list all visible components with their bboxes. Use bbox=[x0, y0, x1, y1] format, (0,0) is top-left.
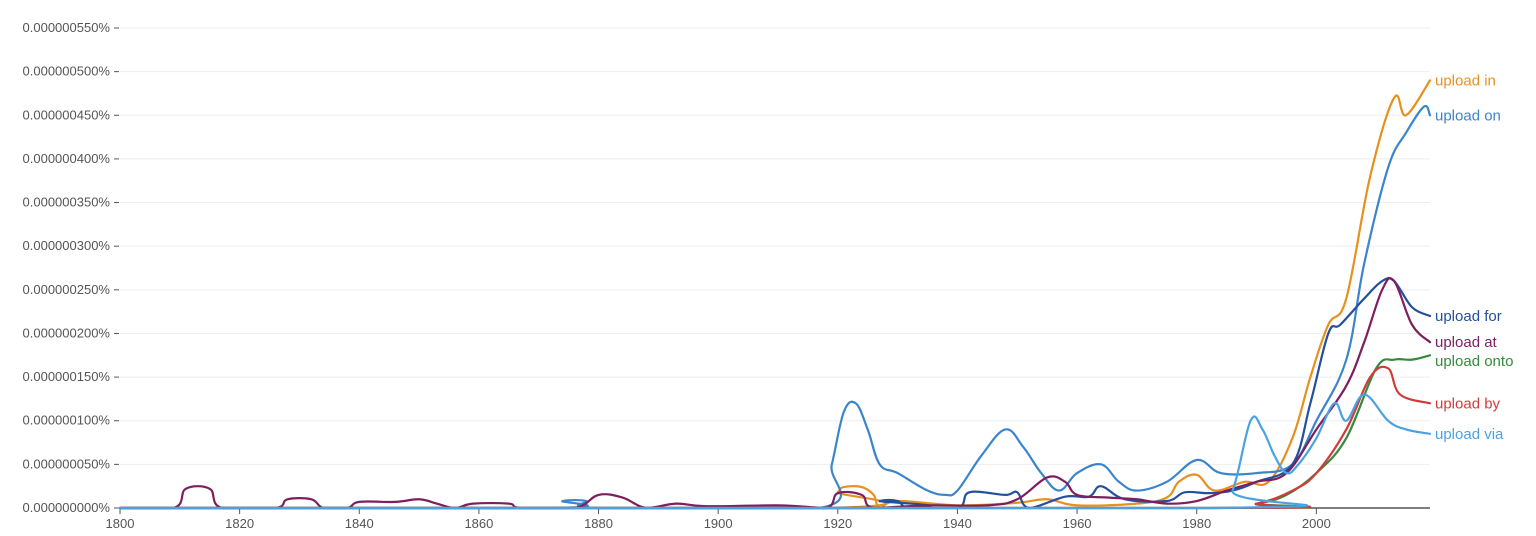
y-tick-label: 0.000000100% bbox=[23, 413, 111, 428]
y-tick-label: 0.000000300% bbox=[23, 238, 111, 253]
x-tick-label: 2000 bbox=[1302, 516, 1331, 531]
y-tick-label: 0.000000200% bbox=[23, 325, 111, 340]
x-tick-label: 1820 bbox=[225, 516, 254, 531]
x-tick-label: 1920 bbox=[823, 516, 852, 531]
x-tick-label: 1960 bbox=[1063, 516, 1092, 531]
series-line-upload-in[interactable] bbox=[118, 79, 1432, 510]
series-end-labels: upload in upload on upload for upload at upl… bbox=[1435, 72, 1513, 442]
series-label-upload-by[interactable]: upload by bbox=[1435, 395, 1501, 412]
x-tick-label: 1800 bbox=[106, 516, 135, 531]
x-axis: 1800 1820 1840 1860 1880 1900 1920 1940 1960 1980… bbox=[106, 507, 1430, 531]
series-line-upload-via[interactable] bbox=[118, 393, 1432, 510]
series-lines bbox=[118, 79, 1432, 510]
y-tick-label: 0.000000250% bbox=[23, 282, 111, 297]
x-tick-label: 1900 bbox=[704, 516, 733, 531]
y-tick-label: 0.000000050% bbox=[23, 456, 111, 471]
series-label-upload-for[interactable]: upload for bbox=[1435, 308, 1502, 325]
x-tick-label: 1880 bbox=[584, 516, 613, 531]
y-tick-label: 0.000000450% bbox=[23, 107, 111, 122]
series-label-upload-onto[interactable]: upload onto bbox=[1435, 353, 1513, 370]
x-tick-label: 1860 bbox=[464, 516, 493, 531]
y-tick-label: 0.000000400% bbox=[23, 151, 111, 166]
x-tick-label: 1840 bbox=[345, 516, 374, 531]
series-label-upload-at[interactable]: upload at bbox=[1435, 334, 1498, 351]
series-line-upload-on[interactable] bbox=[118, 104, 1432, 510]
series-label-upload-on[interactable]: upload on bbox=[1435, 107, 1501, 124]
series-label-upload-in[interactable]: upload in bbox=[1435, 72, 1496, 89]
y-tick-label: 0.000000000% bbox=[23, 500, 111, 515]
series-label-upload-via[interactable]: upload via bbox=[1435, 426, 1504, 443]
y-tick-label: 0.000000500% bbox=[23, 64, 111, 79]
series-line-upload-for[interactable] bbox=[118, 277, 1432, 510]
y-tick-label: 0.000000550% bbox=[23, 20, 111, 35]
x-tick-label: 1940 bbox=[943, 516, 972, 531]
grid-lines bbox=[120, 27, 1430, 465]
y-tick-label: 0.000000350% bbox=[23, 195, 111, 210]
y-tick-label: 0.000000150% bbox=[23, 369, 111, 384]
y-axis: 0.000000000% 0.000000050% 0.000000100% 0.00… bbox=[23, 20, 119, 515]
x-tick-label: 1980 bbox=[1182, 516, 1211, 531]
